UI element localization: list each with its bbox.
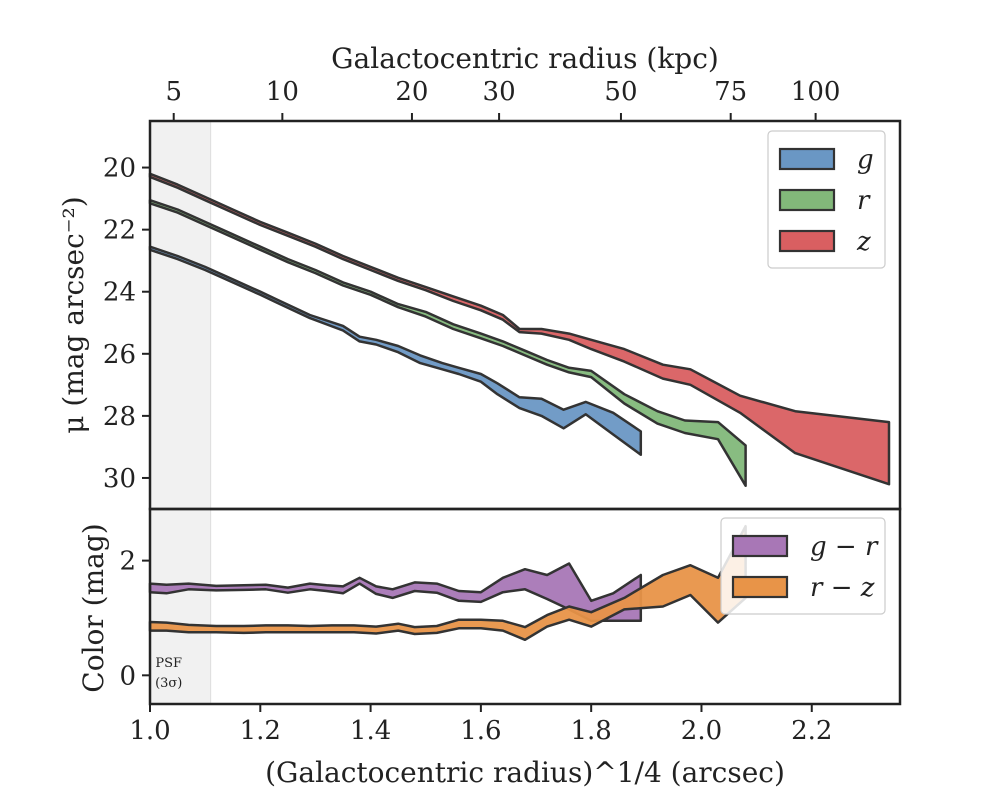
- series-band-g: [148, 245, 643, 456]
- legend-swatch: [778, 229, 836, 253]
- psf-region: [150, 121, 211, 704]
- series-band-rz: [148, 524, 747, 642]
- top-x-tick-label: 75: [714, 77, 747, 107]
- legend-label: r − z: [810, 573, 875, 603]
- x-tick-label: 1.4: [350, 716, 391, 746]
- x-tick-label: 1.2: [240, 716, 281, 746]
- y-tick-label: 20: [103, 154, 136, 184]
- y-tick-label: 28: [103, 402, 136, 432]
- top-x-tick-label: 30: [483, 77, 516, 107]
- series-band-gr: [148, 562, 643, 623]
- legend-label: g: [857, 145, 874, 175]
- bottom-panel-frame: [148, 507, 902, 706]
- top-x-tick-label: 50: [604, 77, 637, 107]
- color-panel: PSF (3σ) 0 2 1.0 1.2 1.4 1.6 1.8 2.0 2.2 g − r r − z: [119, 507, 902, 746]
- series-band-z: [148, 172, 891, 486]
- x-axis-title: (Galactocentric radius)^1/4 (arcsec): [265, 756, 785, 789]
- legend-label: g − r: [810, 532, 879, 562]
- legend-swatch: [778, 147, 836, 171]
- top-x-tick-label: 10: [266, 77, 299, 107]
- x-tick-label: 2.2: [791, 716, 832, 746]
- y-axis-title-top: μ (mag arcsec⁻²): [57, 196, 90, 433]
- y-tick-label: 2: [119, 547, 136, 577]
- x-tick-label: 1.6: [460, 716, 501, 746]
- top-x-tick-label: 100: [791, 77, 841, 107]
- y-tick-label: 0: [119, 661, 136, 691]
- series-band-r: [148, 198, 747, 487]
- y-axis-title-bottom: Color (mag): [77, 523, 110, 692]
- legend-swatch: [731, 575, 789, 599]
- x-tick-label: 1.0: [129, 716, 170, 746]
- legend-swatch: [731, 534, 789, 558]
- y-tick-label: 24: [103, 278, 136, 308]
- y-tick-label: 26: [103, 340, 136, 370]
- psf-label: PSF: [155, 656, 182, 671]
- x-tick-label: 2.0: [681, 716, 722, 746]
- top-x-tick-label: 5: [165, 77, 182, 107]
- top-x-tick-label: 20: [395, 77, 428, 107]
- x-tick-label: 1.8: [570, 716, 611, 746]
- top-axis-title: Galactocentric radius (kpc): [331, 42, 719, 75]
- legend-swatch: [778, 188, 836, 212]
- y-tick-label: 30: [103, 464, 136, 494]
- legend-label: r: [857, 186, 871, 216]
- y-tick-label: 22: [103, 216, 136, 246]
- psf-label-sigma: (3σ): [155, 676, 182, 691]
- legend-label: z: [856, 227, 871, 257]
